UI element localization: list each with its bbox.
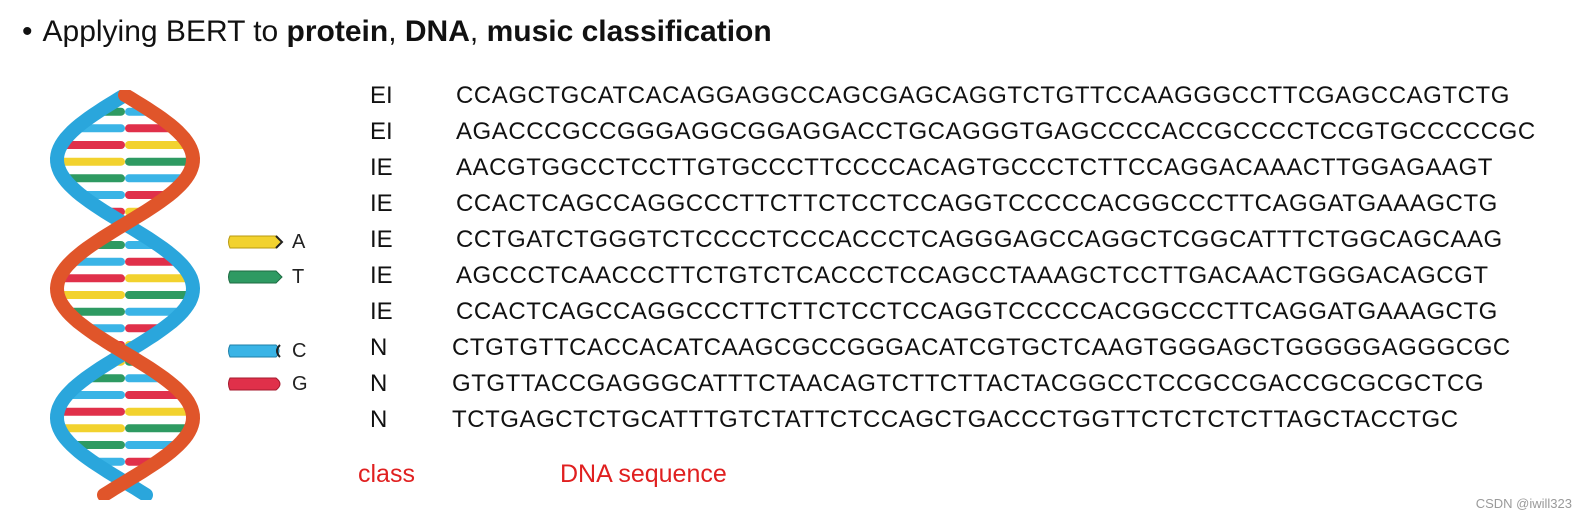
base-c-icon (228, 344, 281, 358)
base-pair-segment (125, 274, 191, 283)
slide-title: • Applying BERT to protein, DNA, music cl… (22, 12, 772, 52)
bullet: • (22, 15, 33, 48)
base-pair-segment (57, 157, 125, 166)
sequence-cell: CCAGCTGCATCACAGGAGGCCAGCGAGCAGGTCTGTTCCA… (456, 82, 1510, 109)
class-cell: IE (370, 298, 393, 325)
title-sep-1: , (388, 15, 405, 48)
legend-item-t: T (226, 265, 305, 288)
base-pair-segment (59, 424, 125, 433)
class-cell: IE (370, 190, 393, 217)
class-cell: EI (370, 118, 393, 145)
base-pair-segment (125, 391, 183, 399)
base-pair-segment (64, 174, 125, 183)
sequence-cell: GTGTTACCGAGGGCATTTCTAACAGTCTTCTTACTACGGC… (452, 370, 1485, 397)
class-cell: EI (370, 82, 393, 109)
title-dna: DNA (404, 15, 470, 48)
class-cell: N (370, 406, 388, 433)
base-pair-segment (125, 407, 193, 416)
base-pair-segment (125, 257, 179, 266)
legend-item-g: G (226, 372, 308, 395)
base-t-icon (228, 270, 283, 284)
base-pair-segment (59, 274, 125, 283)
class-cell: IE (370, 154, 393, 181)
sequence-cell: AGACCCGCCGGGAGGCGGAGGACCTGCAGGGTGAGCCCCA… (456, 118, 1536, 145)
helix-strand-orange (49, 90, 201, 500)
sequence-cell: CCTGATCTGGGTCTCCCCTCCCACCCTCAGGGAGCCAGGC… (456, 226, 1503, 253)
base-pair-segment (71, 257, 125, 266)
watermark: CSDN @iwill323 (1475, 496, 1572, 511)
base-pair-segment (125, 174, 186, 183)
legend-item-c: C (226, 339, 307, 362)
base-pair-segment (125, 291, 193, 299)
sequence-cell: TCTGAGCTCTGCATTTGTCTATTCTCCAGCTGACCCTGGT… (452, 406, 1459, 433)
legend-letter-a: A (292, 230, 306, 253)
class-cell: IE (370, 226, 393, 253)
base-g-icon (228, 377, 281, 391)
legend-letter-t: T (292, 265, 305, 288)
title-protein: protein (286, 15, 389, 48)
helix-base-pairs (57, 107, 193, 483)
sequence-cell: CCACTCAGCCAGGCCCTTCTTCTCCTCCAGGTCCCCCACG… (456, 190, 1498, 217)
class-column-label: class (358, 460, 415, 488)
title-prefix: Applying BERT to (42, 15, 287, 48)
base-pair-segment (125, 141, 189, 149)
base-pair-segment (67, 307, 125, 316)
legend-letter-c: C (292, 339, 307, 362)
base-pair-segment (57, 291, 125, 299)
base-pair-segment (57, 407, 126, 416)
title-music: music classification (486, 15, 772, 48)
sequence-cell: CCACTCAGCCAGGCCCTTCTTCTCCTCCAGGTCCCCCACG… (456, 298, 1498, 325)
title-sep-2: , (469, 15, 487, 48)
sequence-cell: AGCCCTCAACCCTTCTGTCTCACCCTCCAGCCTAAAGCTC… (456, 262, 1489, 289)
class-cell: N (370, 334, 388, 361)
helix-strand-blue (49, 90, 201, 500)
sequence-cell: AACGTGGCCTCCTTGTGCCCTTCCCCACAGTGCCCTCTTC… (456, 154, 1493, 181)
base-pair-segment (125, 307, 183, 316)
base-legend: A T C G (226, 226, 336, 396)
base-pair-segment (71, 441, 125, 449)
legend-item-a: A (226, 230, 306, 253)
base-pair-segment (67, 391, 125, 399)
base-pair-segment (125, 424, 191, 433)
sequence-column-label: DNA sequence (560, 460, 727, 488)
sequence-cell: CTGTGTTCACCACATCAAGCGCCGGGACATCGTGCTCAAG… (452, 334, 1511, 361)
base-pair-segment (125, 441, 179, 449)
legend-letter-g: G (292, 372, 308, 395)
base-pair-segment (125, 157, 193, 166)
dna-helix-illustration (49, 90, 201, 500)
class-cell: N (370, 370, 388, 397)
class-cell: IE (370, 262, 393, 289)
base-a-icon (228, 235, 284, 249)
base-pair-segment (61, 141, 125, 149)
